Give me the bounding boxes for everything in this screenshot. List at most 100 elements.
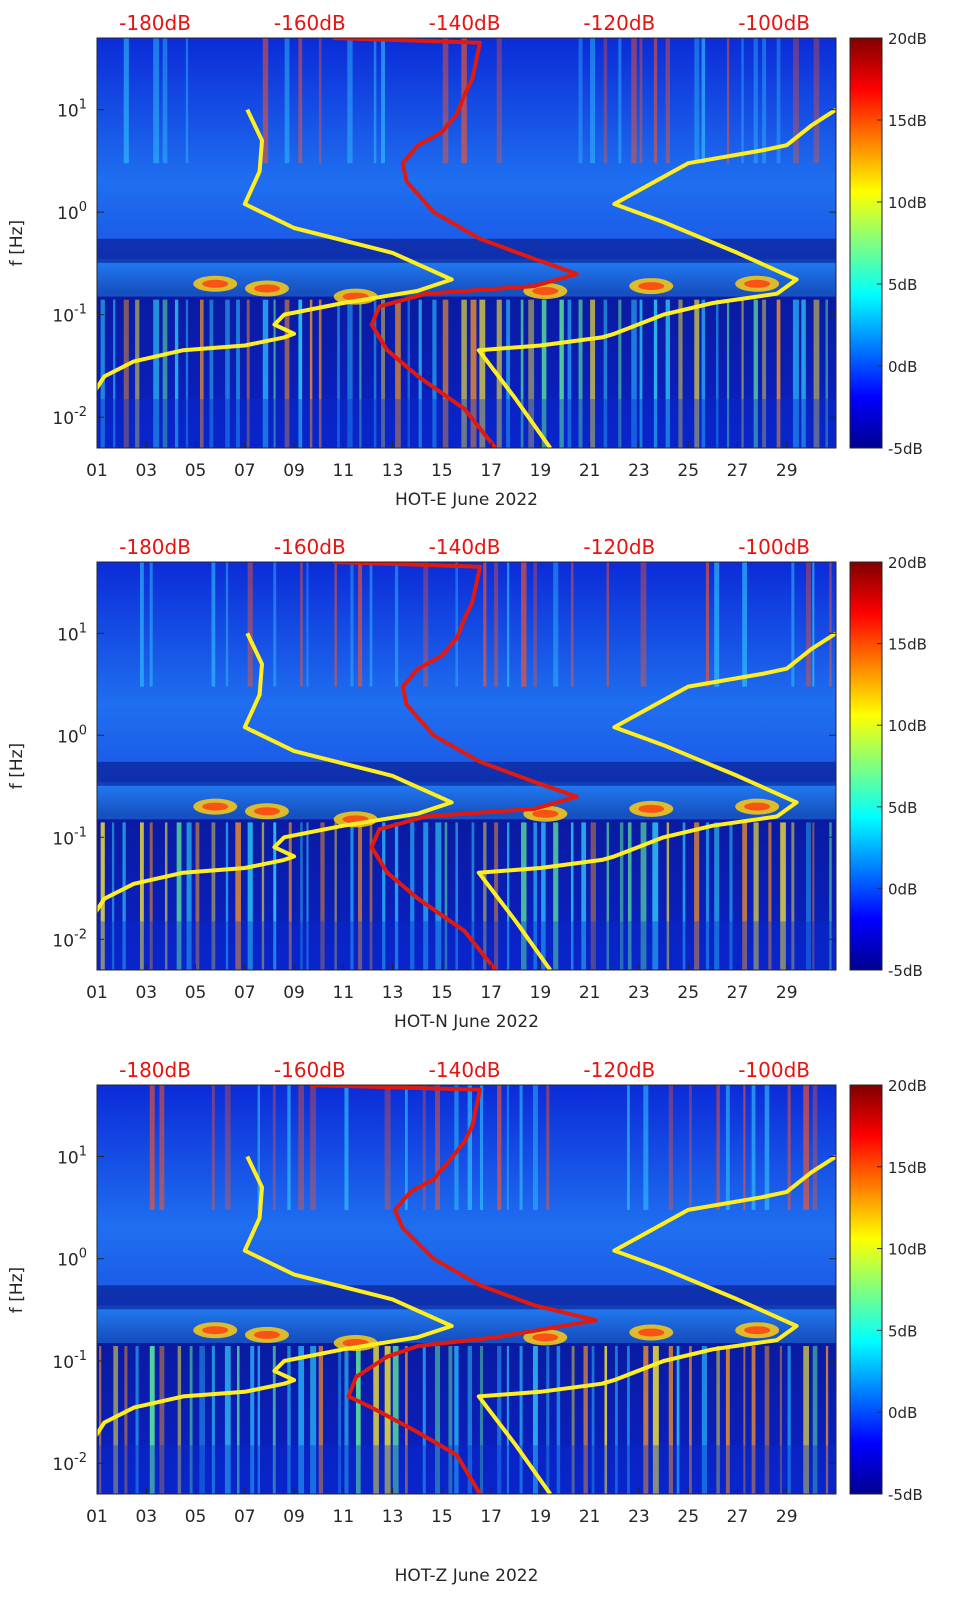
colorbar-label: 15dB bbox=[888, 636, 927, 654]
top-db-label: -180dB bbox=[119, 1058, 191, 1082]
spectrogram-panel-1: 01 03 05 07 09 11 13 15 17 19 21 23 25 27 29 HOT-E June… bbox=[7, 11, 927, 510]
y-tick-label: 10-2 bbox=[52, 405, 87, 429]
y-tick-label: 10-2 bbox=[52, 1451, 87, 1475]
plot-frame bbox=[96, 561, 837, 971]
y-tick-label: 100 bbox=[57, 200, 87, 224]
x-tick-label: 19 bbox=[530, 461, 552, 481]
colorbar-label: 20dB bbox=[888, 1077, 927, 1095]
x-tick-label: 21 bbox=[579, 461, 601, 481]
red-curve bbox=[332, 562, 579, 970]
x-tick-label: 17 bbox=[480, 983, 502, 1003]
yellow-curve-upper bbox=[476, 107, 836, 448]
colorbar-label: 10dB bbox=[888, 194, 927, 212]
x-axis-label: HOT-N June 2022 bbox=[394, 1012, 539, 1032]
y-tick-label: 10-1 bbox=[52, 303, 87, 327]
colorbar-label: 15dB bbox=[888, 1159, 927, 1177]
x-tick-label: 03 bbox=[135, 983, 157, 1003]
x-tick-label: 23 bbox=[628, 1507, 650, 1527]
x-tick-label: 25 bbox=[677, 983, 699, 1003]
top-db-label: -160dB bbox=[274, 535, 346, 559]
top-db-label: -120dB bbox=[583, 535, 655, 559]
colorbar-label: -5dB bbox=[888, 440, 923, 458]
yellow-curve-upper bbox=[476, 1154, 836, 1494]
y-axis-label: f [Hz] bbox=[7, 743, 27, 789]
x-tick-label: 13 bbox=[382, 1507, 404, 1527]
x-tick-label: 27 bbox=[727, 1507, 749, 1527]
x-tick-label: 27 bbox=[727, 461, 749, 481]
x-tick-label: 19 bbox=[530, 983, 552, 1003]
spectrogram-panel-3: 01 03 05 07 09 11 13 15 17 19 21 23 25 27 29 HOT-Z June… bbox=[7, 1058, 927, 1586]
x-tick-label: 01 bbox=[86, 983, 108, 1003]
top-db-label: -180dB bbox=[119, 535, 191, 559]
colorbar bbox=[849, 37, 883, 449]
y-axis-label: f [Hz] bbox=[7, 220, 27, 266]
y-tick-label: 101 bbox=[57, 98, 87, 122]
x-axis-label: HOT-Z June 2022 bbox=[395, 1566, 539, 1586]
yellow-curve-upper bbox=[476, 631, 836, 970]
top-db-label: -100dB bbox=[738, 535, 810, 559]
y-axis-label: f [Hz] bbox=[7, 1267, 27, 1313]
colorbar-label: -5dB bbox=[888, 1486, 923, 1504]
colorbar-label: -5dB bbox=[888, 962, 923, 980]
colorbar bbox=[849, 1084, 883, 1495]
x-tick-label: 23 bbox=[628, 461, 650, 481]
x-tick-label: 01 bbox=[86, 461, 108, 481]
top-db-label: -120dB bbox=[583, 11, 655, 35]
top-db-label: -160dB bbox=[274, 1058, 346, 1082]
x-tick-label: 07 bbox=[234, 1507, 256, 1527]
y-tick-label: 10-1 bbox=[52, 825, 87, 849]
x-axis-label: HOT-E June 2022 bbox=[395, 490, 538, 510]
x-tick-label: 07 bbox=[234, 461, 256, 481]
x-tick-label: 23 bbox=[628, 983, 650, 1003]
x-tick-label: 25 bbox=[677, 1507, 699, 1527]
x-tick-label: 29 bbox=[776, 461, 798, 481]
x-tick-label: 13 bbox=[382, 983, 404, 1003]
red-curve bbox=[332, 38, 579, 448]
x-tick-label: 27 bbox=[727, 983, 749, 1003]
colorbar bbox=[849, 561, 883, 971]
y-tick-label: 101 bbox=[57, 1144, 87, 1168]
plot-frame bbox=[96, 1084, 837, 1495]
x-tick-label: 19 bbox=[530, 1507, 552, 1527]
x-tick-label: 03 bbox=[135, 1507, 157, 1527]
x-tick-label: 11 bbox=[333, 983, 355, 1003]
spectrogram-panel-2: 01 03 05 07 09 11 13 15 17 19 21 23 25 27 29 HOT-N June… bbox=[7, 535, 927, 1032]
x-tick-label: 29 bbox=[776, 983, 798, 1003]
top-db-label: -120dB bbox=[583, 1058, 655, 1082]
x-tick-label: 29 bbox=[776, 1507, 798, 1527]
y-tick-label: 10-2 bbox=[52, 927, 87, 951]
colorbar-label: 5dB bbox=[888, 276, 917, 294]
y-tick-label: 10-1 bbox=[52, 1349, 87, 1373]
colorbar-label: 5dB bbox=[888, 1322, 917, 1340]
x-tick-label: 03 bbox=[135, 461, 157, 481]
colorbar-label: 0dB bbox=[888, 358, 917, 376]
top-db-label: -180dB bbox=[119, 11, 191, 35]
yellow-curve-lower bbox=[97, 1155, 454, 1438]
x-tick-label: 17 bbox=[480, 461, 502, 481]
top-db-label: -140dB bbox=[429, 535, 501, 559]
x-tick-label: 13 bbox=[382, 461, 404, 481]
colorbar-label: 20dB bbox=[888, 30, 927, 48]
top-db-label: -160dB bbox=[274, 11, 346, 35]
top-db-label: -100dB bbox=[738, 11, 810, 35]
colorbar-label: 0dB bbox=[888, 880, 917, 898]
x-tick-label: 07 bbox=[234, 983, 256, 1003]
y-tick-label: 101 bbox=[57, 621, 87, 645]
x-tick-label: 09 bbox=[283, 1507, 305, 1527]
colorbar-label: 0dB bbox=[888, 1404, 917, 1422]
red-curve bbox=[309, 1085, 599, 1494]
top-db-label: -100dB bbox=[738, 1058, 810, 1082]
x-tick-label: 17 bbox=[480, 1507, 502, 1527]
top-db-label: -140dB bbox=[429, 11, 501, 35]
colorbar-label: 15dB bbox=[888, 112, 927, 130]
yellow-curve-lower bbox=[97, 632, 454, 914]
y-tick-label: 100 bbox=[57, 723, 87, 747]
x-tick-label: 09 bbox=[283, 461, 305, 481]
x-tick-label: 01 bbox=[86, 1507, 108, 1527]
x-tick-label: 15 bbox=[431, 1507, 453, 1527]
top-db-label: -140dB bbox=[429, 1058, 501, 1082]
yellow-curve-lower bbox=[97, 108, 454, 392]
x-tick-label: 05 bbox=[185, 983, 207, 1003]
x-tick-label: 25 bbox=[677, 461, 699, 481]
y-tick-label: 100 bbox=[57, 1247, 87, 1271]
